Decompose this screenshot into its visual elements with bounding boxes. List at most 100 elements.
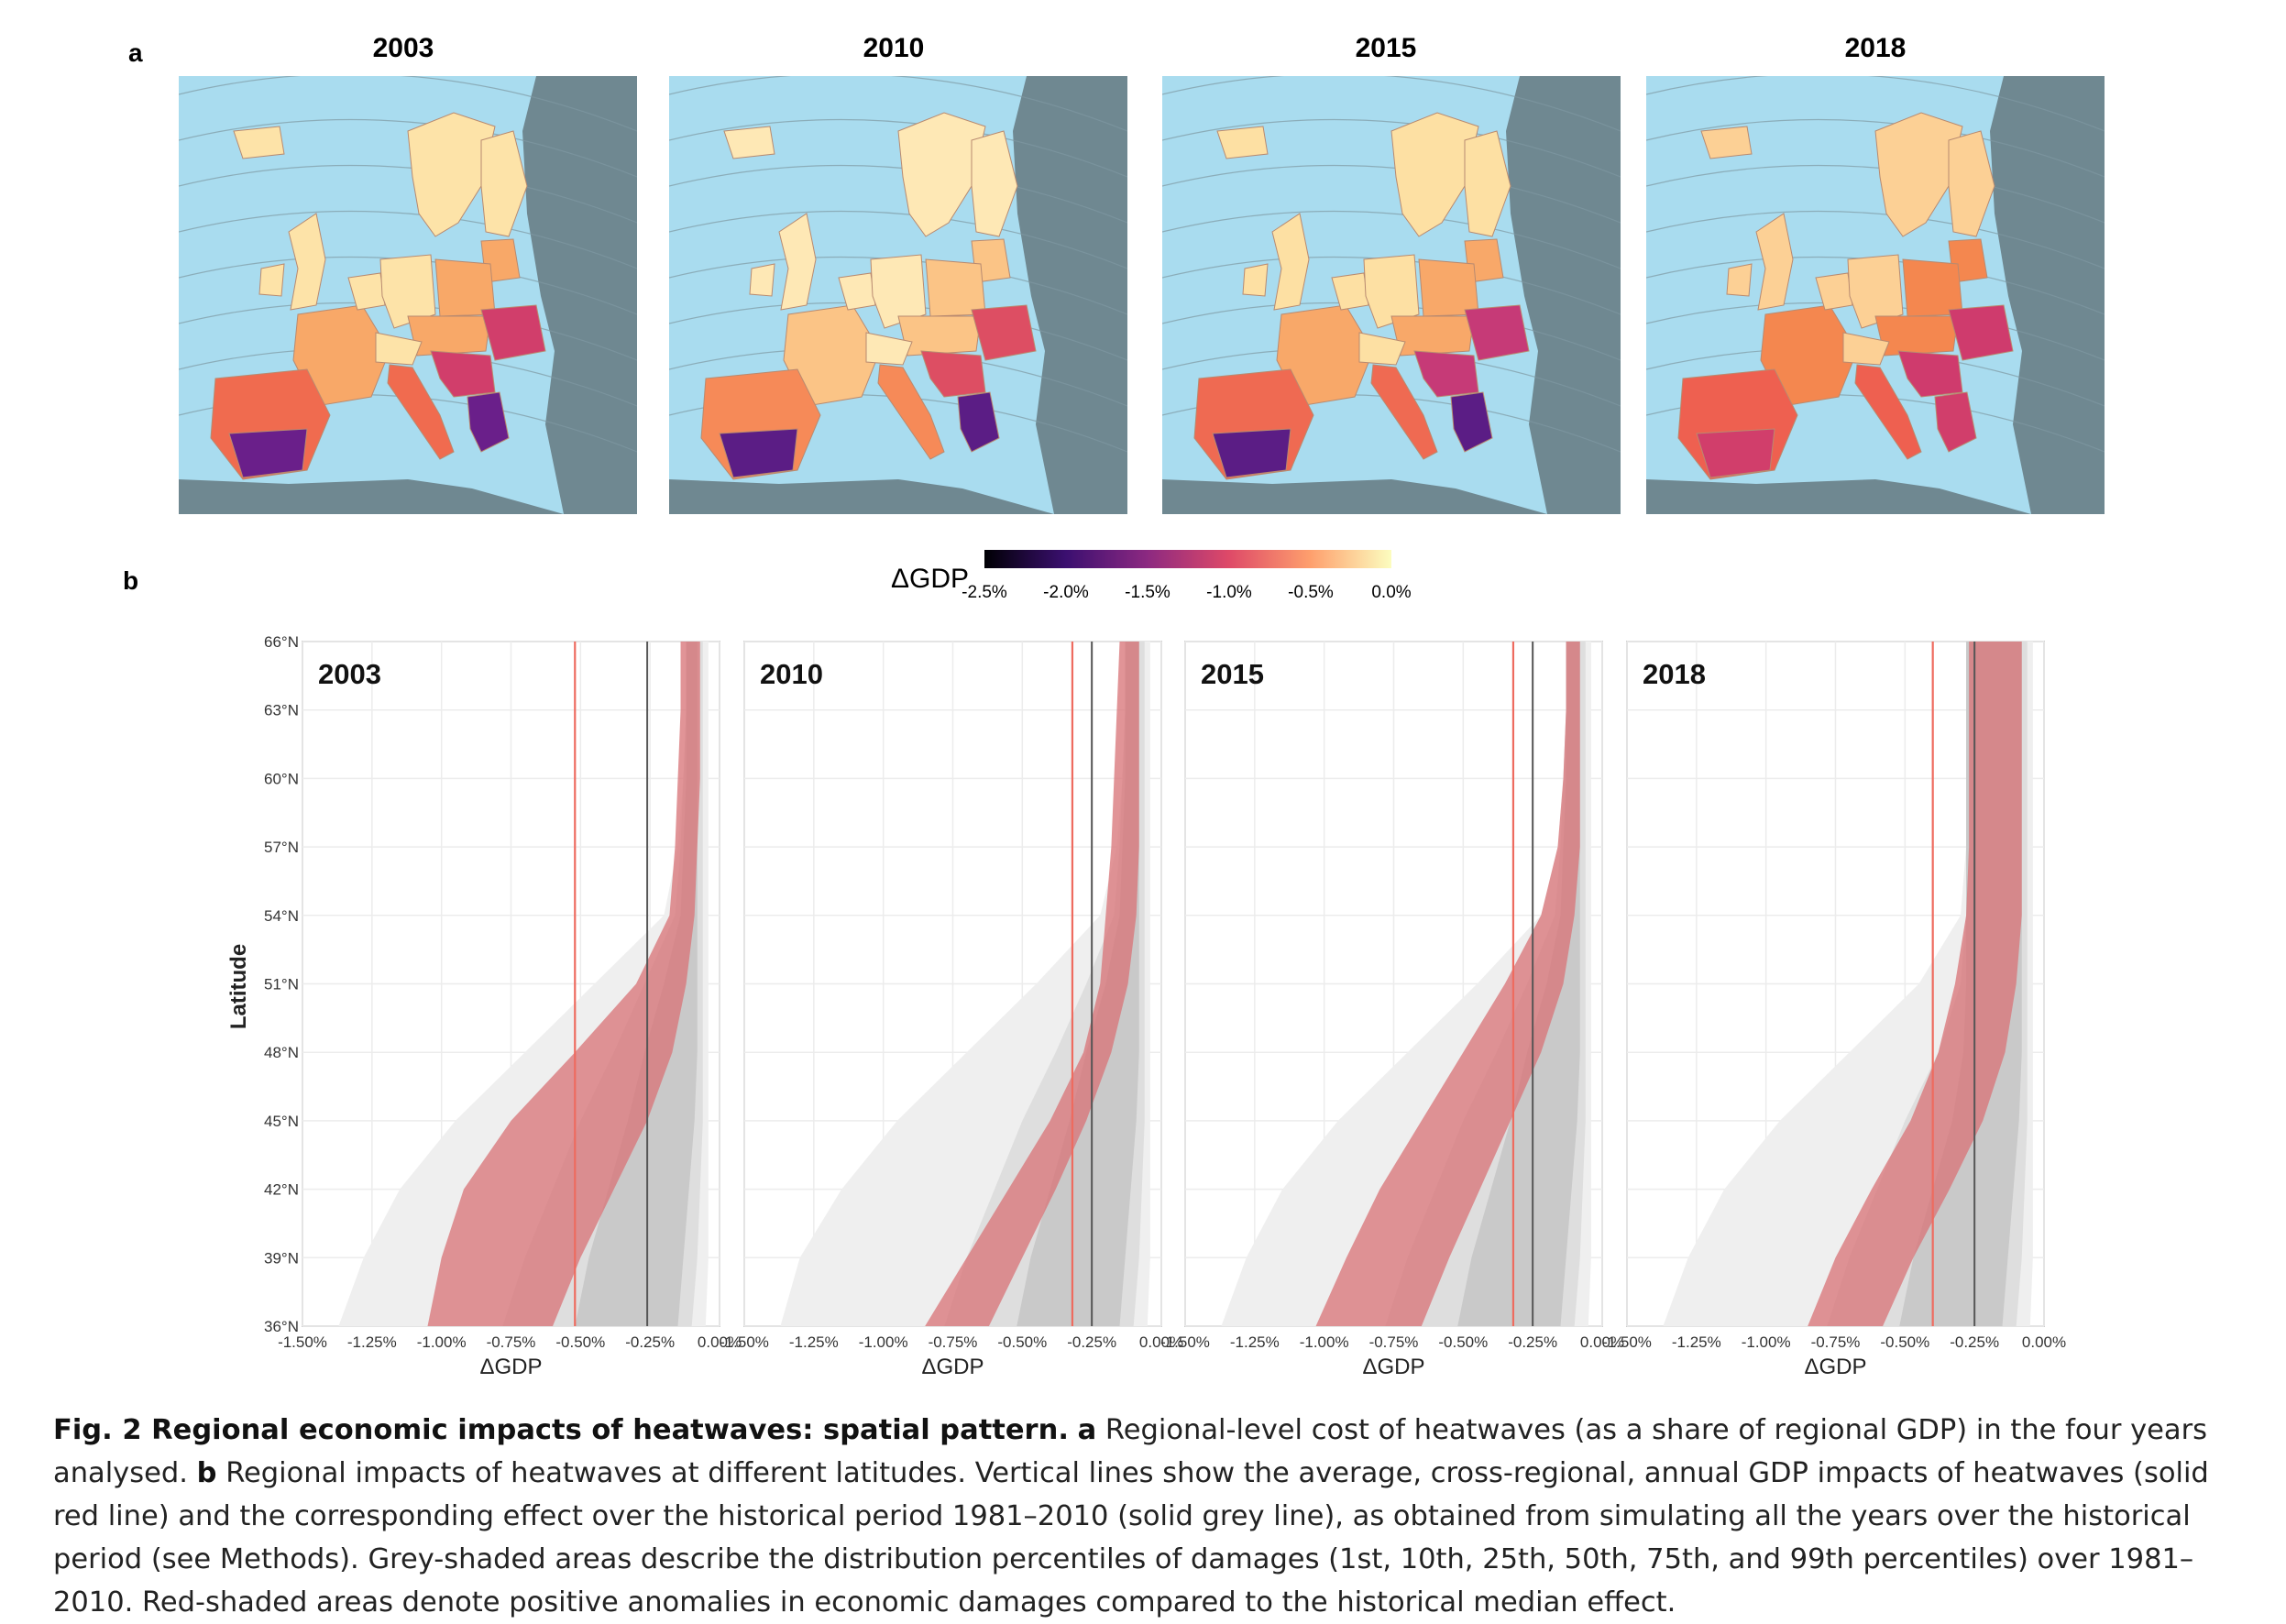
region-greece (957, 391, 1000, 453)
latitude-chart-2015: 2015 -1.50% -1.25% -1.00% -0.75% -0.50% -0.25%… (1160, 641, 1624, 1379)
graticule-line (179, 76, 637, 132)
colorbar-tick: -1.5% (1125, 583, 1170, 602)
region-alps (1842, 332, 1890, 366)
graticule-line (1646, 76, 2105, 132)
region-italy (1854, 364, 1922, 460)
region-scandinavia (407, 112, 496, 237)
graticule-line (669, 210, 1127, 269)
colorbar-tick: -0.5% (1288, 583, 1334, 602)
x-tick-label: -1.25% (789, 1333, 839, 1351)
region-romania (1464, 304, 1530, 361)
europe-map-2003 (179, 76, 637, 514)
caption-a-text: Regional-level cost of heatwaves (as a s… (53, 1414, 2208, 1489)
region-benelux (347, 272, 386, 311)
region-uk (288, 213, 326, 311)
region-uk (1271, 213, 1310, 311)
region-centraleast (1874, 315, 1959, 357)
region-balkans (920, 350, 986, 398)
colorbar-tick: -2.5% (962, 583, 1007, 602)
region-spain-south (1696, 428, 1775, 478)
region-finland (1948, 130, 1995, 237)
x-tick-label: -0.50% (997, 1333, 1047, 1351)
region-ireland (258, 263, 285, 297)
red-anomaly-band (1808, 642, 2022, 1326)
region-spain-south (719, 428, 798, 478)
x-tick-label: 0.00% (1139, 1333, 1183, 1351)
region-greece (1934, 391, 1977, 453)
red-anomaly-band (1315, 642, 1580, 1326)
red-anomaly-band (925, 642, 1139, 1326)
region-centraleast (897, 315, 982, 357)
caption-a-label: a (1077, 1414, 1097, 1446)
y-tick-label: 54°N (264, 907, 299, 925)
colorbar (984, 550, 1391, 568)
region-romania (1948, 304, 2014, 361)
graticule-line (179, 164, 637, 224)
chart-year-label: 2015 (1201, 658, 1264, 690)
non-eu-land-east (1506, 76, 1621, 514)
latitude-charts: 2003 -1.50% -1.25% -1.00% -0.75% -0.50% -0.25%… (226, 633, 2066, 1379)
x-tick-label: -1.50% (1160, 1333, 1210, 1351)
chart-year-label: 2018 (1643, 658, 1706, 690)
region-italy (387, 364, 455, 460)
x-tick-label: -1.50% (278, 1333, 327, 1351)
region-alps (375, 332, 423, 366)
north-africa-land (669, 479, 1054, 514)
red-anomaly-band (427, 642, 700, 1326)
x-tick-label: -1.00% (1300, 1333, 1349, 1351)
y-axis-label: Latitude (226, 944, 251, 1029)
caption-b-text: Regional impacts of heatwaves at differe… (53, 1457, 2209, 1619)
region-italy (877, 364, 945, 460)
region-poland (434, 258, 496, 317)
region-iceland (233, 126, 285, 159)
x-tick-label: -1.00% (1742, 1333, 1791, 1351)
north-africa-land (179, 479, 564, 514)
graticule-line (669, 118, 1127, 178)
graticule-line (669, 164, 1127, 224)
x-tick-label: -1.25% (347, 1333, 397, 1351)
x-tick-label: -1.00% (859, 1333, 908, 1351)
x-tick-label: -0.75% (929, 1333, 978, 1351)
region-benelux (1331, 272, 1369, 311)
region-alps (865, 332, 913, 366)
map-year-2010: 2010 (863, 33, 925, 63)
x-tick-label: -1.25% (1672, 1333, 1721, 1351)
region-balkans (430, 350, 496, 398)
x-tick-label: 0.00% (698, 1333, 742, 1351)
region-greece (467, 391, 510, 453)
non-eu-land-east (1990, 76, 2105, 514)
x-axis-label: ΔGDP (479, 1355, 542, 1379)
y-tick-label: 51°N (264, 976, 299, 993)
region-greece (1450, 391, 1493, 453)
region-uk (1755, 213, 1794, 311)
chart-year-label: 2003 (318, 658, 381, 690)
panel-b-label: b (123, 566, 139, 595)
figure-caption: Fig. 2 Regional economic impacts of heat… (53, 1409, 2253, 1624)
non-eu-land-east (1013, 76, 1127, 514)
region-finland (1464, 130, 1511, 237)
region-spain-south (1212, 428, 1291, 478)
europe-map-2018 (1646, 76, 2105, 514)
x-tick-label: 0.00% (1580, 1333, 1624, 1351)
x-tick-label: -0.50% (555, 1333, 605, 1351)
region-romania (480, 304, 546, 361)
x-tick-label: -0.75% (1811, 1333, 1861, 1351)
y-tick-label: 48°N (264, 1044, 299, 1061)
caption-title: Fig. 2 Regional economic impacts of heat… (53, 1414, 1069, 1446)
x-axis-label: ΔGDP (1362, 1355, 1424, 1379)
latitude-chart-2003: 2003 -1.50% -1.25% -1.00% -0.75% -0.50% -0.25%… (226, 633, 742, 1379)
graticule-line (1162, 164, 1621, 224)
y-tick-label: 36°N (264, 1318, 299, 1335)
chart-year-label: 2010 (760, 658, 823, 690)
x-tick-label: -1.00% (417, 1333, 467, 1351)
region-scandinavia (1390, 112, 1479, 237)
graticule-line (1646, 210, 2105, 269)
y-tick-label: 45°N (264, 1113, 299, 1130)
graticule-line (1646, 164, 2105, 224)
x-tick-label: -0.75% (487, 1333, 536, 1351)
graticule-line (1162, 118, 1621, 178)
x-axis-label: ΔGDP (921, 1355, 984, 1379)
x-tick-label: -1.25% (1230, 1333, 1280, 1351)
region-italy (1370, 364, 1438, 460)
region-iceland (1216, 126, 1269, 159)
